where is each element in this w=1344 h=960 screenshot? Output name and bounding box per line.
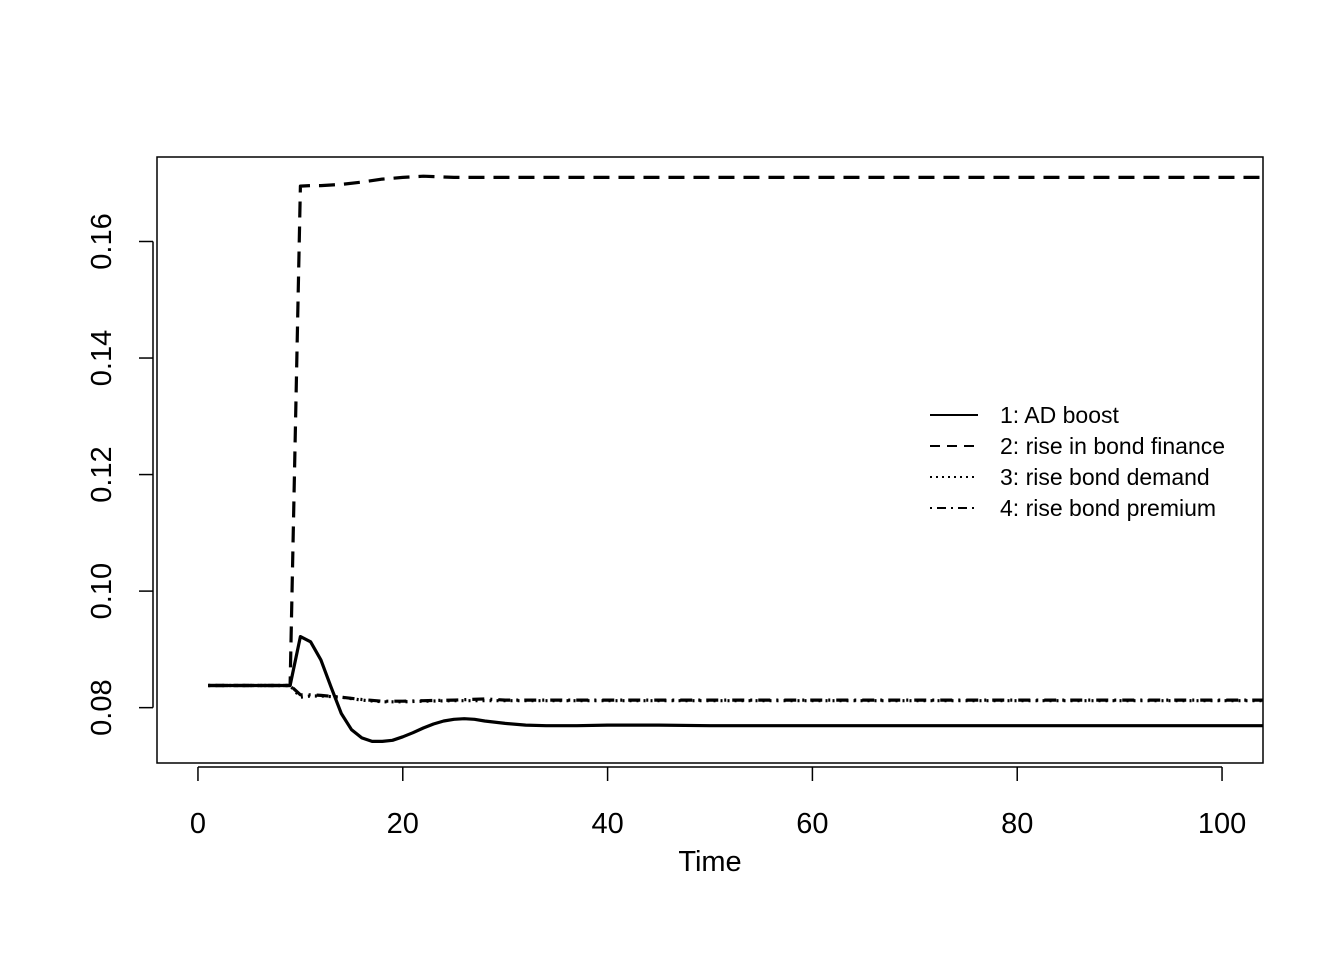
- x-tick-label: 20: [387, 808, 419, 840]
- legend-label-2: 2: rise in bond finance: [1000, 433, 1225, 459]
- series-line-3: [208, 683, 1263, 704]
- legend-label-4: 4: rise bond premium: [1000, 495, 1216, 521]
- x-tick-label: 0: [190, 808, 206, 840]
- series-layer: [208, 174, 1263, 743]
- legend: 1: AD boost 2: rise in bond finance 3: ris…: [930, 402, 1225, 521]
- series-line-2: [208, 174, 1263, 688]
- x-tick-label: 80: [1001, 808, 1033, 840]
- y-tick-label: 0.12: [86, 446, 118, 502]
- x-tick-label: 60: [796, 808, 828, 840]
- plot-area-frame: [156, 156, 1264, 764]
- series-line-1: [208, 635, 1263, 743]
- x-tick-label: 100: [1198, 808, 1246, 840]
- y-tick-label: 0.14: [86, 330, 118, 386]
- y-axis: 0.08 0.10 0.12 0.14 0.16: [86, 213, 154, 736]
- x-axis-title: Time: [678, 846, 741, 878]
- y-tick-label: 0.10: [86, 563, 118, 619]
- legend-label-1: 1: AD boost: [1000, 402, 1120, 428]
- y-tick-label: 0.08: [86, 679, 118, 735]
- x-tick-label: 40: [591, 808, 623, 840]
- legend-label-3: 3: rise bond demand: [1000, 464, 1210, 490]
- y-tick-label: 0.16: [86, 213, 118, 269]
- x-axis: 0 20 40 60 80 100: [190, 766, 1246, 840]
- series-line-4: [208, 683, 1263, 703]
